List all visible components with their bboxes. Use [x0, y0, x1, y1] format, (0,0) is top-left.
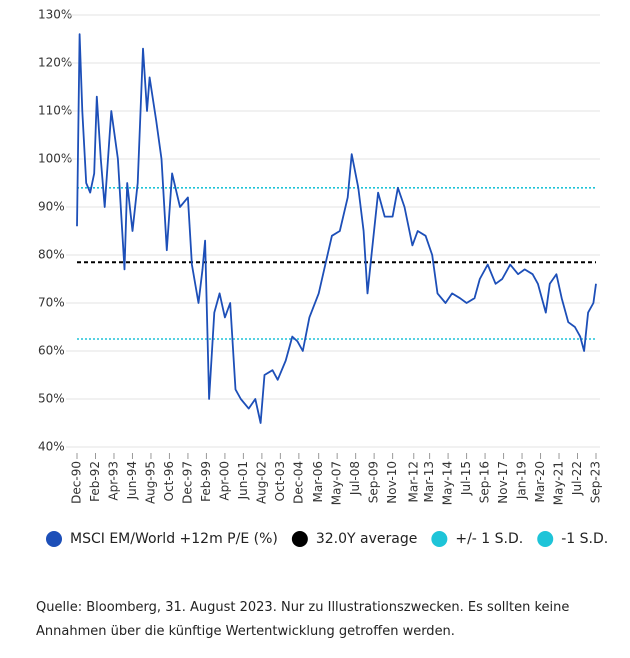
- legend-label: MSCI EM/World +12m P/E (%): [70, 531, 278, 547]
- x-tick-label: May-07: [330, 461, 344, 505]
- x-tick-label: Mar-20: [533, 461, 547, 502]
- x-tick-label: Sep-23: [589, 461, 603, 503]
- x-tick-label: Apr-00: [217, 461, 231, 501]
- x-tick-label: Jul-08: [348, 461, 362, 496]
- x-tick-label: May-14: [441, 461, 455, 505]
- x-tick-label: Jul-22: [570, 461, 584, 496]
- x-tick-label: Jun-01: [236, 461, 250, 500]
- x-tick-label: Sep-09: [367, 461, 381, 503]
- x-tick-label: Mar-13: [422, 461, 436, 502]
- legend-marker: [537, 531, 554, 547]
- legend-label: -1 S.D.: [561, 531, 608, 547]
- x-tick-label: Mar-12: [406, 461, 420, 502]
- x-tick-label: May-21: [552, 461, 566, 505]
- x-tick-label: Dec-97: [180, 461, 194, 504]
- y-tick-label: 50%: [38, 392, 65, 406]
- x-tick-label: Jan-19: [515, 461, 529, 500]
- x-tick-label: Sep-16: [478, 461, 492, 503]
- x-tick-label: Nov-10: [385, 461, 399, 504]
- x-tick-label: Nov-17: [496, 461, 510, 504]
- chart: 40% 50% 60% 70% 80% 90% 100% 110% 120% 130% Dec-90…: [38, 8, 608, 547]
- legend-marker: [291, 531, 308, 547]
- legend-marker: [431, 531, 448, 547]
- legend-label: 32.0Y average: [316, 531, 418, 547]
- y-tick-label: 60%: [38, 344, 65, 358]
- y-tick-label: 90%: [38, 200, 65, 214]
- x-tick-label: Feb-99: [199, 461, 213, 502]
- source-note: Quelle: Bloomberg, 31. August 2023. Nur …: [36, 600, 570, 639]
- x-tick-label: Aug-02: [254, 461, 268, 504]
- y-tick-label: 110%: [38, 104, 72, 118]
- x-tick-label: Dec-90: [70, 461, 84, 504]
- legend-label: +/- 1 S.D.: [455, 531, 523, 547]
- y-tick-label: 100%: [38, 152, 72, 166]
- x-tick-label: Dec-04: [291, 461, 305, 504]
- x-tick-label: Jul-15: [459, 461, 473, 496]
- x-tick-label: Oct-03: [273, 461, 287, 501]
- y-tick-label: 40%: [38, 440, 65, 454]
- y-tick-label: 80%: [38, 248, 65, 262]
- x-tick-label: Mar-06: [311, 461, 325, 502]
- x-tick-label: Oct-96: [162, 461, 176, 501]
- x-tick-label: Aug-95: [143, 461, 157, 504]
- legend-marker: [46, 531, 62, 547]
- x-tick-label: Apr-93: [106, 461, 120, 501]
- y-tick-label: 130%: [38, 8, 72, 22]
- y-tick-label: 120%: [38, 56, 72, 70]
- x-tick-label: Feb-92: [88, 461, 102, 502]
- y-tick-label: 70%: [38, 296, 65, 310]
- series-line: [76, 33, 597, 424]
- x-tick-label: Jun-94: [125, 461, 139, 500]
